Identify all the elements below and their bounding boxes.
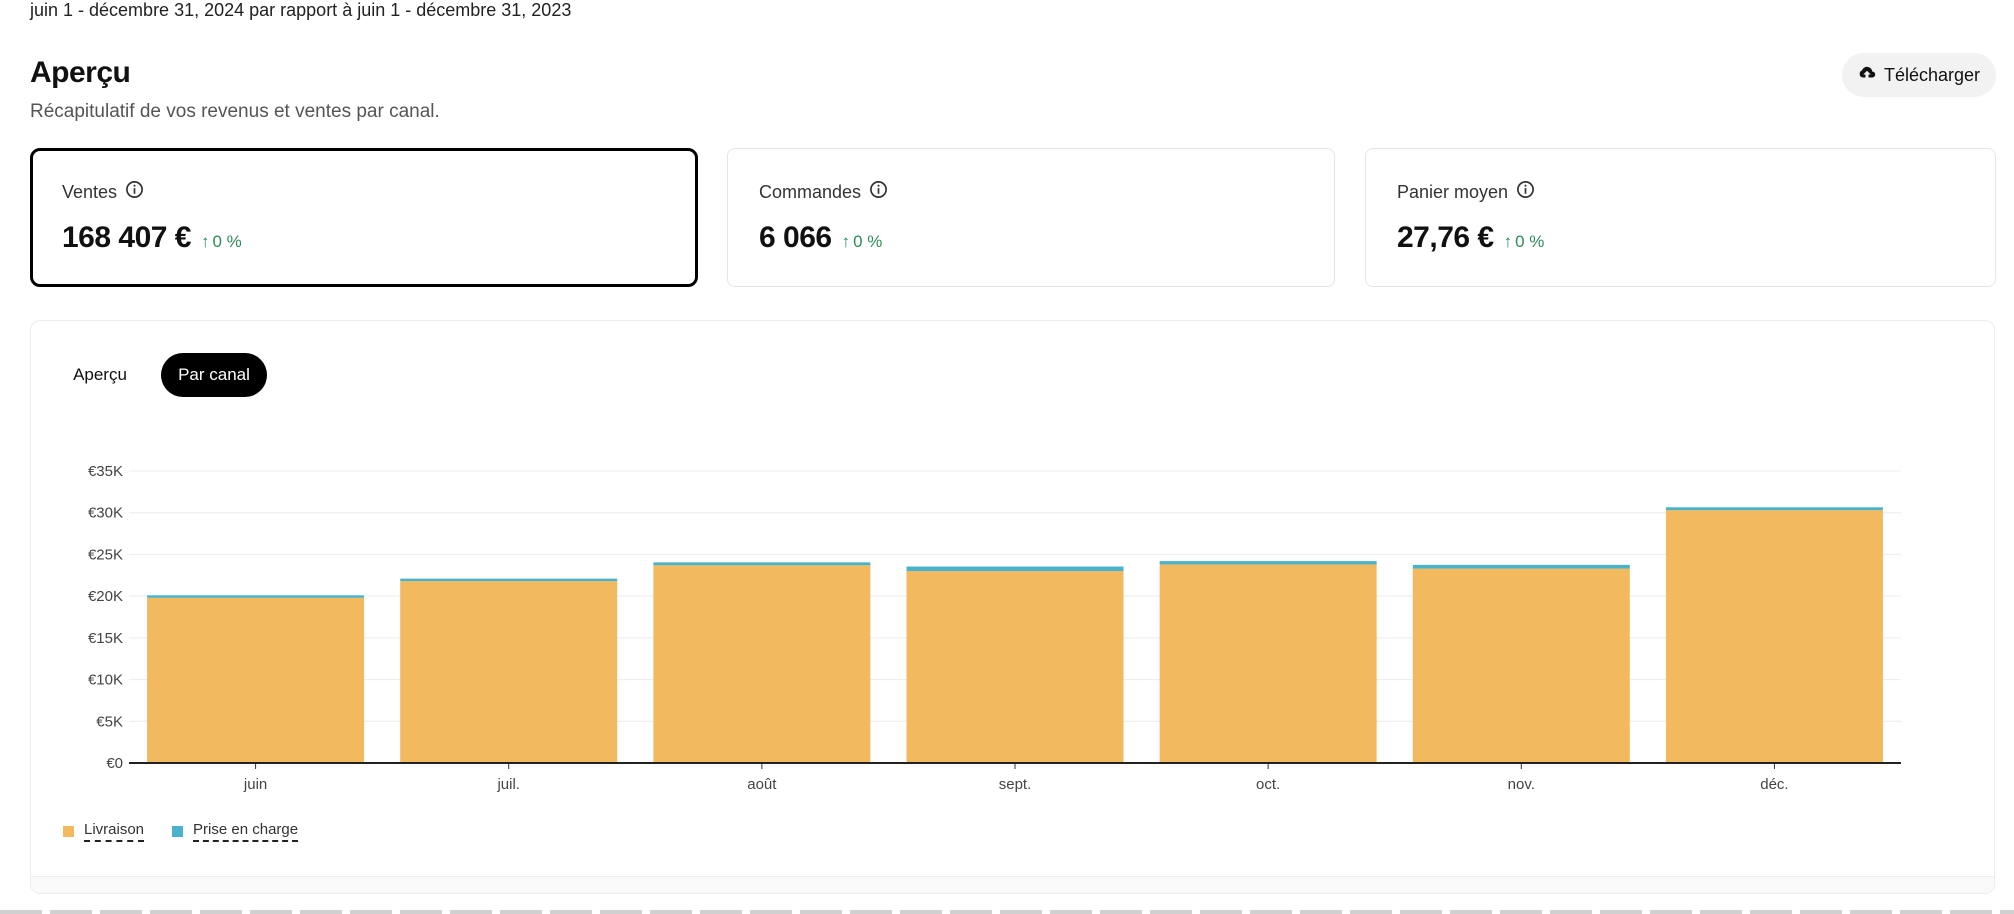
bar-delivery [1159,564,1377,763]
legend-label: Livraison [84,821,145,842]
bar-delivery [906,571,1124,763]
x-tick-label: nov. [1508,776,1535,793]
legend-label: Prise en charge [193,821,299,842]
bar-delivery [1665,510,1883,763]
kpi-card-sales[interactable]: Ventes 168 407 € ↑ 0 % [30,148,698,287]
cloud-download-icon [1858,64,1876,87]
y-tick-label: €5K [96,713,123,730]
bar-pickup [906,566,1124,572]
bar-delivery [1412,568,1630,763]
chart-legend: Livraison Prise en charge [63,821,299,842]
y-tick-label: €35K [88,463,123,480]
y-tick-label: €20K [88,588,123,605]
kpi-delta: ↑ 0 % [1503,232,1545,251]
stacked-bar-chart: €0 €5K €10K €15K €20K €25K €30K €35K juin juil. ao… [88,463,1901,793]
page-subtitle: Récapitulatif de vos revenus et ventes p… [30,101,440,122]
legend-swatch [172,826,184,837]
bar-pickup [400,578,618,582]
bar-delivery [653,565,871,763]
y-tick-label: €0 [106,755,123,772]
x-tick-label: déc. [1760,776,1788,793]
bar-pickup [147,595,365,598]
arrow-up-icon: ↑ [841,232,851,251]
bar-pickup [1665,507,1883,511]
bar-pickup [653,562,871,566]
x-tick-label: sept. [999,776,1032,793]
info-icon[interactable] [125,180,144,204]
chart-card-footer [31,876,1994,893]
download-label: Télécharger [1883,64,1981,85]
page-title: Aperçu [30,56,131,89]
kpi-label: Ventes [62,181,118,202]
kpi-card-average-basket[interactable]: Panier moyen 27,76 € ↑ 0 % [1365,148,1996,287]
y-tick-label: €25K [88,546,123,563]
bar-delivery [147,597,365,763]
y-tick-label: €30K [88,505,123,522]
legend-swatch [63,826,74,837]
info-icon[interactable] [869,180,888,204]
x-tick-label: août [747,776,777,793]
bar-pickup [1159,561,1377,565]
kpi-value: 6 066 [759,221,832,254]
y-tick-label: €15K [88,630,123,647]
kpi-delta: ↑ 0 % [841,232,883,251]
tab-overview[interactable]: Aperçu [73,365,127,384]
chart-card: Aperçu Par canal €0 €5K €10K €15K €20K €25K €3… [30,320,1995,894]
bottom-divider [0,910,2014,914]
kpi-value: 168 407 € [62,221,191,254]
kpi-card-orders[interactable]: Commandes 6 066 ↑ 0 % [727,148,1335,287]
kpi-label: Commandes [759,181,862,202]
arrow-up-icon: ↑ [200,232,210,251]
info-icon[interactable] [1516,180,1535,204]
kpi-value: 27,76 € [1397,221,1494,254]
tab-by-channel[interactable]: Par canal [161,353,267,397]
bar-delivery [400,581,618,763]
date-range: juin 1 - décembre 31, 2024 par rapport à… [30,0,572,20]
download-button[interactable]: Télécharger [1842,53,1996,97]
bar-pickup [1412,564,1630,569]
kpi-delta: ↑ 0 % [200,232,242,251]
x-tick-label: juin [243,776,267,793]
legend-item-delivery[interactable]: Livraison [63,821,145,842]
y-tick-label: €10K [88,672,123,689]
arrow-up-icon: ↑ [1503,232,1513,251]
legend-item-pickup[interactable]: Prise en charge [172,821,299,842]
x-tick-label: oct. [1256,776,1280,793]
kpi-label: Panier moyen [1397,181,1509,202]
x-tick-label: juil. [496,776,520,793]
